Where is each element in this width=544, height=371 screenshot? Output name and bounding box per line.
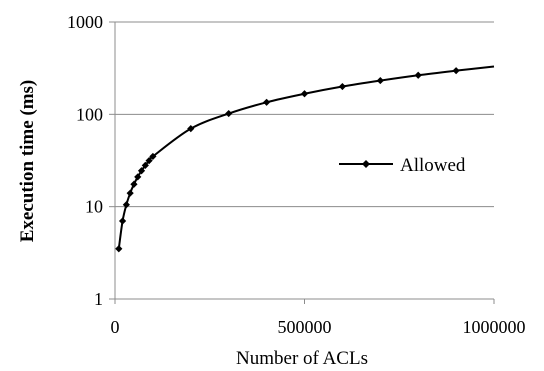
data-point bbox=[263, 98, 271, 106]
y-tick-label: 100 bbox=[76, 104, 103, 124]
x-tick-label: 0 bbox=[111, 317, 120, 337]
legend-label: Allowed bbox=[400, 155, 466, 176]
data-point bbox=[187, 125, 195, 133]
data-point bbox=[130, 180, 138, 188]
data-point bbox=[118, 217, 127, 225]
x-tick-labels: 0 500000 1000000 bbox=[111, 317, 526, 337]
data-point bbox=[115, 245, 123, 253]
y-tick-labels: 1 10 100 1000 bbox=[67, 12, 103, 309]
data-point bbox=[452, 67, 460, 75]
data-point bbox=[149, 152, 157, 161]
axes bbox=[109, 21, 495, 304]
data-point bbox=[145, 157, 153, 165]
data-point bbox=[225, 109, 233, 118]
data-point bbox=[300, 90, 309, 98]
x-tick-label: 1000000 bbox=[463, 317, 526, 337]
data-point bbox=[134, 173, 142, 181]
gridlines bbox=[115, 21, 494, 208]
data-point bbox=[137, 167, 146, 175]
data-point bbox=[376, 76, 384, 85]
data-point bbox=[126, 189, 134, 197]
y-tick-label: 10 bbox=[85, 197, 103, 217]
data-point bbox=[122, 201, 130, 209]
series-layer bbox=[115, 65, 495, 253]
x-axis-label: Number of ACLs bbox=[236, 348, 368, 369]
y-axis-label: Execution time (ms) bbox=[17, 80, 38, 243]
x-tick-label: 500000 bbox=[278, 317, 332, 337]
legend-marker bbox=[362, 160, 370, 168]
y-tick-label: 1000 bbox=[67, 12, 103, 32]
data-point bbox=[338, 82, 346, 91]
data-point bbox=[414, 71, 422, 79]
legend: Allowed bbox=[339, 155, 466, 176]
y-tick-label: 1 bbox=[94, 289, 103, 309]
data-point bbox=[141, 161, 149, 169]
